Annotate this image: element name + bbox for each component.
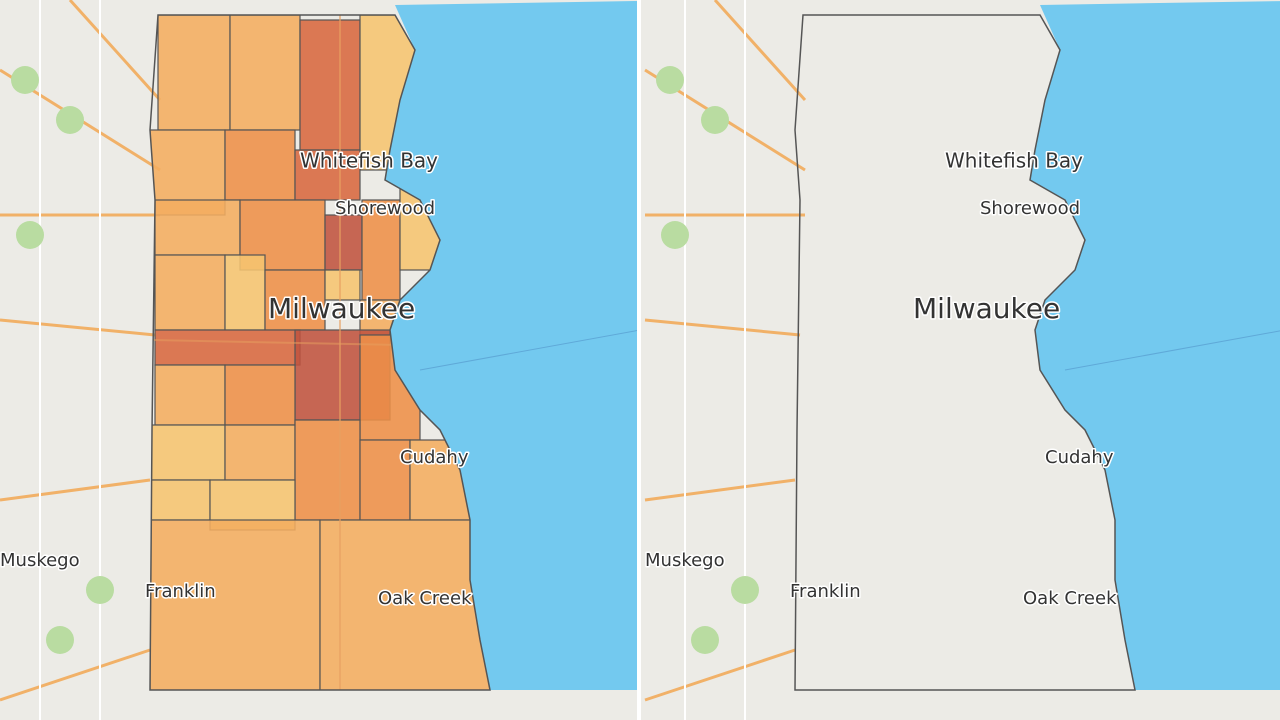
park: [86, 576, 114, 604]
district: [294, 419, 361, 521]
district: [224, 364, 296, 426]
highway: [150, 339, 401, 346]
highway: [68, 0, 162, 102]
park: [11, 66, 39, 94]
park: [16, 221, 44, 249]
park: [731, 576, 759, 604]
district: [157, 15, 231, 131]
place-label: Franklin: [145, 581, 216, 602]
lake: [1030, 1, 1280, 690]
highway: [644, 648, 796, 702]
map-panel: Whitefish Bay Shorewood Milwaukee Cudahy Mus…: [0, 0, 637, 720]
district: [154, 364, 226, 426]
place-label: Muskego: [645, 550, 725, 571]
place-label: Milwaukee: [913, 292, 1060, 325]
district: [319, 519, 490, 690]
district: [229, 15, 301, 131]
districts: [150, 15, 490, 690]
county-outline: [794, 14, 1136, 691]
shipping-line: [1064, 330, 1280, 371]
lake: [385, 1, 637, 690]
park: [691, 626, 719, 654]
place-label: Whitefish Bay: [300, 149, 438, 173]
place-label: Cudahy: [400, 447, 469, 468]
place-label: Shorewood: [980, 198, 1080, 219]
place-label: Oak Creek: [1023, 588, 1117, 609]
district: [150, 479, 211, 521]
county-outline: [149, 14, 491, 691]
park: [656, 66, 684, 94]
place-label: Milwaukee: [268, 292, 415, 325]
district: [224, 254, 266, 331]
district: [324, 269, 361, 301]
shipping-line: [419, 330, 637, 371]
place-label: Franklin: [790, 581, 861, 602]
district: [294, 149, 361, 201]
place-label: Shorewood: [335, 198, 435, 219]
district: [154, 254, 226, 331]
place-label: Oak Creek: [378, 588, 472, 609]
district: [224, 424, 296, 481]
highway: [0, 478, 151, 502]
park: [701, 106, 729, 134]
district: [299, 19, 361, 151]
park: [661, 221, 689, 249]
place-label: Cudahy: [1045, 447, 1114, 468]
highway: [644, 478, 796, 502]
district: [154, 329, 301, 366]
place-label: Whitefish Bay: [945, 149, 1083, 173]
district: [224, 129, 296, 201]
highway: [0, 648, 151, 702]
district: [264, 269, 326, 331]
district: [150, 519, 321, 690]
place-label: Muskego: [0, 550, 80, 571]
map-content: Whitefish Bay Shorewood Milwaukee Cudahy Mus…: [0, 0, 637, 720]
map-panel: Whitefish Bay Shorewood Milwaukee Cudahy Mus…: [641, 0, 1280, 720]
district: [154, 199, 241, 256]
district: [324, 214, 363, 271]
highway: [644, 318, 801, 337]
park: [46, 626, 74, 654]
district: [361, 199, 401, 301]
park: [56, 106, 84, 134]
highway: [713, 0, 807, 102]
highway: [0, 318, 156, 337]
map-content: Whitefish Bay Shorewood Milwaukee Cudahy Mus…: [644, 0, 1280, 720]
district: [150, 424, 226, 481]
